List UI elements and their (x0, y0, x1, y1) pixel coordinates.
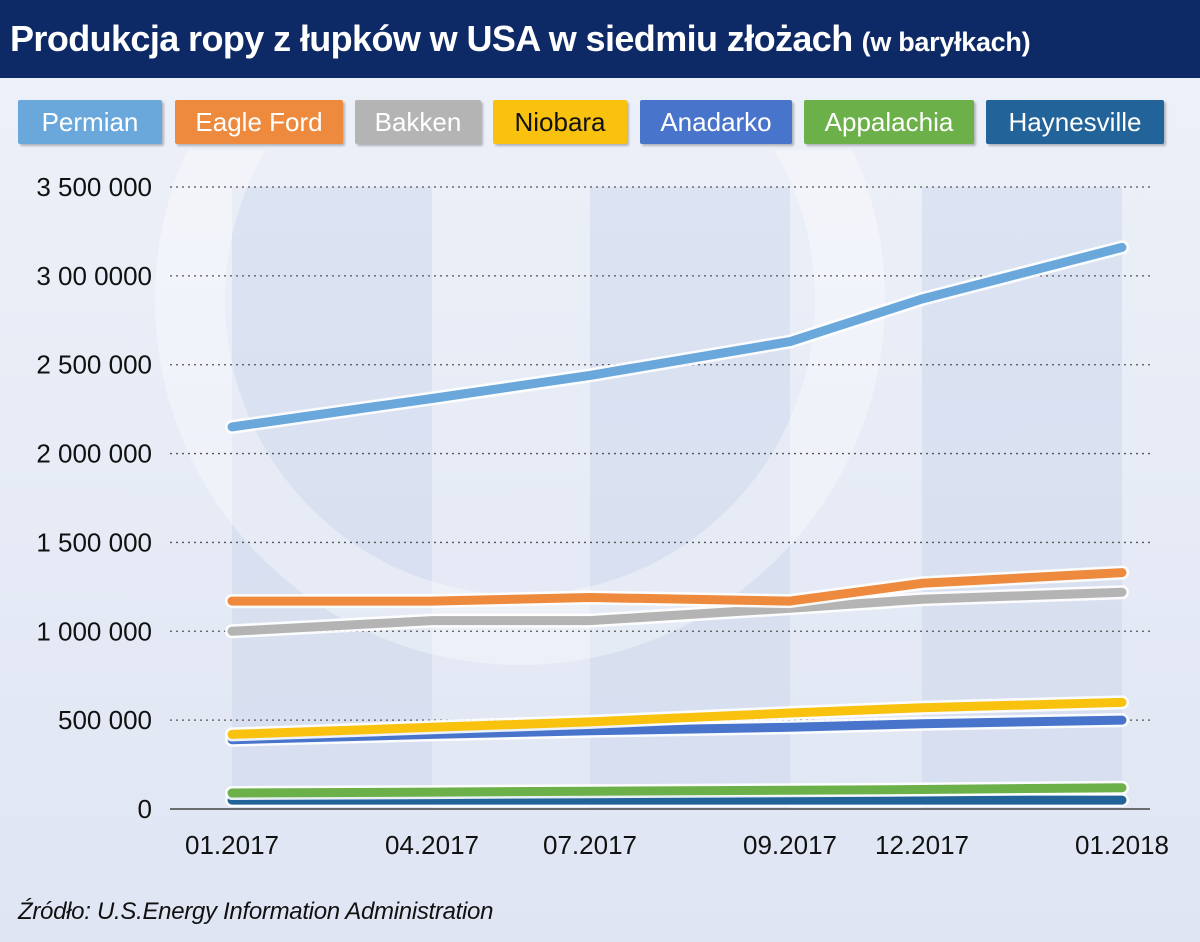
data-point-eagle-ford (789, 600, 791, 602)
data-point-haynesville (431, 799, 433, 801)
series-line-appalachia (227, 783, 1127, 798)
data-point-eagle-ford (431, 600, 433, 602)
x-tick-label: 01.2017 (185, 830, 279, 860)
x-tick-label: 12.2017 (875, 830, 969, 860)
data-point-eagle-ford (231, 600, 233, 602)
x-tick-label: 07.2017 (543, 830, 637, 860)
data-point-haynesville (789, 799, 791, 801)
data-point-appalachia (789, 789, 791, 791)
line-chart: 0 500 000 1 000 000 1 500 000 2 000 000 2 500… (36, 150, 1169, 860)
data-point-niobara (1121, 701, 1123, 703)
series-bakken (225, 585, 1129, 639)
data-point-niobara (921, 707, 923, 709)
data-point-appalachia (431, 791, 433, 793)
data-point-appalachia (921, 789, 923, 791)
data-point-niobara (789, 712, 791, 714)
data-point-bakken (589, 620, 591, 622)
y-tick-label: 1 000 000 (36, 616, 152, 646)
data-point-niobara (231, 733, 233, 735)
background-band-2 (590, 187, 790, 809)
background-ring (155, 150, 885, 665)
data-point-permian (1121, 246, 1123, 248)
legend-item-bakken: Bakken (355, 100, 481, 144)
legend-item-appalachia: Appalachia (804, 100, 974, 144)
data-point-appalachia (589, 790, 591, 792)
background-band-1 (232, 187, 432, 809)
series-eagle-ford (225, 565, 1129, 609)
data-point-anadarko (1121, 719, 1123, 721)
series-haynesville (225, 793, 1129, 808)
series-permian (225, 240, 1129, 434)
data-point-anadarko (789, 726, 791, 728)
legend-item-permian: Permian (18, 100, 162, 144)
data-point-appalachia (231, 792, 233, 794)
data-point-anadarko (921, 723, 923, 725)
data-point-anadarko (589, 730, 591, 732)
y-tick-label: 1 500 000 (36, 527, 152, 557)
data-point-eagle-ford (589, 597, 591, 599)
source-note: Źródło: U.S.Energy Information Administr… (18, 898, 494, 925)
data-point-permian (231, 426, 233, 428)
x-tick-label: 09.2017 (743, 830, 837, 860)
series-line-eagle-ford (227, 568, 1127, 606)
y-tick-label: 2 500 000 (36, 350, 152, 380)
series-niobara (225, 695, 1129, 742)
series-line-bakken (227, 587, 1127, 636)
chart-title: Produkcja ropy z łupków w USA w siedmiu … (10, 18, 853, 59)
legend-item-niobara: Niobara (493, 100, 627, 144)
y-tick-label: 3 500 000 (36, 172, 152, 202)
title-bar: Produkcja ropy z łupków w USA w siedmiu … (0, 0, 1200, 78)
data-point-haynesville (589, 799, 591, 801)
legend-item-anadarko: Anadarko (640, 100, 792, 144)
data-point-bakken (1121, 591, 1123, 593)
data-point-niobara (431, 726, 433, 728)
series-lines (225, 240, 1129, 808)
y-tick-label: 3 00 0000 (36, 261, 152, 291)
data-point-permian (431, 398, 433, 400)
series-appalachia (225, 780, 1129, 800)
data-point-bakken (921, 598, 923, 600)
legend-item-haynesville: Haynesville (986, 100, 1164, 144)
legend: Permian Eagle Ford Bakken Niobara Anadarko Ap… (18, 100, 1188, 144)
y-tick-label: 500 000 (58, 705, 152, 735)
data-point-haynesville (921, 799, 923, 801)
chart-title-unit: (w baryłkach) (861, 26, 1031, 57)
legend-item-eagle-ford: Eagle Ford (175, 100, 343, 144)
x-axis: 01.2017 04.2017 07.2017 09.2017 12.2017 01.20… (185, 830, 1169, 860)
data-point-haynesville (1121, 799, 1123, 801)
data-point-eagle-ford (1121, 572, 1123, 574)
data-point-appalachia (1121, 787, 1123, 789)
x-tick-label: 01.2018 (1075, 830, 1169, 860)
data-point-permian (921, 298, 923, 300)
x-tick-label: 04.2017 (385, 830, 479, 860)
y-axis: 0 500 000 1 000 000 1 500 000 2 000 000 2 500… (36, 172, 152, 824)
data-point-permian (589, 374, 591, 376)
data-point-permian (789, 341, 791, 343)
y-tick-label: 2 000 000 (36, 439, 152, 469)
data-point-bakken (231, 630, 233, 632)
data-point-eagle-ford (921, 582, 923, 584)
data-point-niobara (589, 721, 591, 723)
y-tick-label: 0 (138, 794, 152, 824)
series-line-niobara (227, 697, 1127, 739)
series-line-permian (227, 242, 1127, 432)
data-point-bakken (431, 620, 433, 622)
